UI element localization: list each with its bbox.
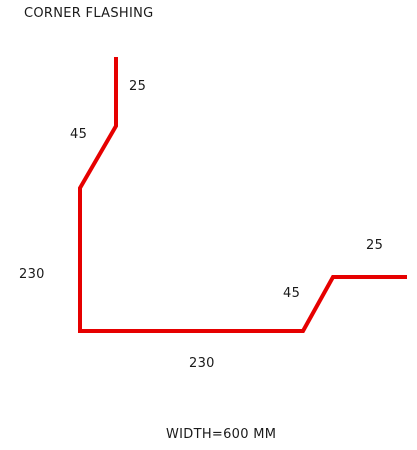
dimension-label-horizontal-leg: 230: [189, 356, 215, 371]
diagram-title: CORNER FLASHING: [24, 6, 154, 21]
width-note: WIDTH=600 MM: [166, 427, 277, 442]
dimension-label-vertical-leg: 230: [19, 267, 45, 282]
dimension-label-right-return: 25: [366, 238, 384, 253]
flashing-profile-line: [78, 57, 407, 333]
dimension-label-top-return: 25: [129, 79, 147, 94]
dimension-label-lower-bevel: 45: [283, 286, 301, 301]
dimension-label-upper-bevel: 45: [70, 127, 88, 142]
